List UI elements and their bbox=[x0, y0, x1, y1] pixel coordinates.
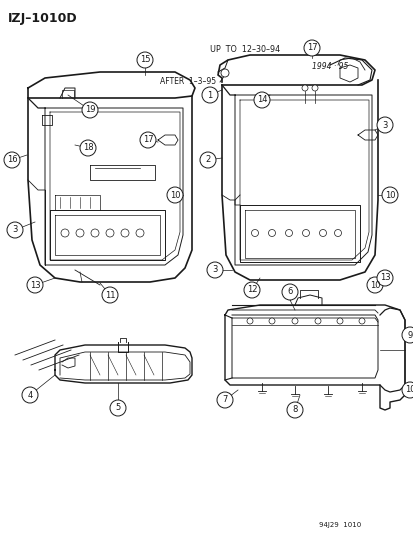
Circle shape bbox=[121, 229, 129, 237]
Circle shape bbox=[76, 229, 84, 237]
Circle shape bbox=[80, 140, 96, 156]
Circle shape bbox=[247, 318, 252, 324]
Circle shape bbox=[401, 327, 413, 343]
Text: 2: 2 bbox=[205, 156, 210, 165]
Circle shape bbox=[22, 387, 38, 403]
Circle shape bbox=[254, 92, 269, 108]
Text: 10: 10 bbox=[169, 190, 180, 199]
Text: UP  TO  12–30–94: UP TO 12–30–94 bbox=[209, 45, 279, 54]
Circle shape bbox=[334, 230, 341, 237]
Text: 4: 4 bbox=[27, 391, 33, 400]
Text: 15: 15 bbox=[140, 55, 150, 64]
Circle shape bbox=[61, 229, 69, 237]
Circle shape bbox=[311, 85, 317, 91]
Circle shape bbox=[102, 287, 118, 303]
Circle shape bbox=[221, 69, 228, 77]
Text: 6: 6 bbox=[287, 287, 292, 296]
Text: 94J29  1010: 94J29 1010 bbox=[318, 522, 360, 528]
Text: 10: 10 bbox=[384, 190, 394, 199]
Circle shape bbox=[202, 87, 218, 103]
Text: 1994 · 95: 1994 · 95 bbox=[311, 62, 347, 71]
Circle shape bbox=[110, 400, 126, 416]
Text: 13: 13 bbox=[379, 273, 389, 282]
Circle shape bbox=[251, 230, 258, 237]
Text: 16: 16 bbox=[7, 156, 17, 165]
Text: 3: 3 bbox=[381, 120, 387, 130]
Circle shape bbox=[301, 85, 307, 91]
Circle shape bbox=[243, 282, 259, 298]
Circle shape bbox=[206, 262, 223, 278]
Circle shape bbox=[166, 187, 183, 203]
Circle shape bbox=[285, 230, 292, 237]
Text: 3: 3 bbox=[212, 265, 217, 274]
Circle shape bbox=[302, 230, 309, 237]
Text: 17: 17 bbox=[306, 44, 316, 52]
Circle shape bbox=[286, 402, 302, 418]
Text: 5: 5 bbox=[115, 403, 120, 413]
Text: IZJ–1010D: IZJ–1010D bbox=[8, 12, 78, 25]
Circle shape bbox=[303, 40, 319, 56]
Text: 18: 18 bbox=[83, 143, 93, 152]
Text: AFTER  1–3–95: AFTER 1–3–95 bbox=[159, 77, 216, 86]
Text: 9: 9 bbox=[406, 330, 412, 340]
Circle shape bbox=[358, 318, 364, 324]
Text: 17: 17 bbox=[142, 135, 153, 144]
Circle shape bbox=[136, 229, 144, 237]
Circle shape bbox=[376, 270, 392, 286]
Circle shape bbox=[4, 152, 20, 168]
Circle shape bbox=[140, 132, 156, 148]
Circle shape bbox=[91, 229, 99, 237]
Text: 10: 10 bbox=[369, 280, 379, 289]
Circle shape bbox=[336, 318, 342, 324]
Circle shape bbox=[314, 318, 320, 324]
Circle shape bbox=[106, 229, 114, 237]
Text: 11: 11 bbox=[104, 290, 115, 300]
Circle shape bbox=[319, 230, 326, 237]
Text: 8: 8 bbox=[292, 406, 297, 415]
Circle shape bbox=[268, 230, 275, 237]
Text: 12: 12 bbox=[246, 286, 256, 295]
Circle shape bbox=[401, 382, 413, 398]
Text: 1: 1 bbox=[207, 91, 212, 100]
Circle shape bbox=[199, 152, 216, 168]
Circle shape bbox=[27, 277, 43, 293]
Text: 19: 19 bbox=[85, 106, 95, 115]
Circle shape bbox=[137, 52, 153, 68]
Text: 10: 10 bbox=[404, 385, 413, 394]
Circle shape bbox=[268, 318, 274, 324]
Circle shape bbox=[82, 102, 98, 118]
Circle shape bbox=[366, 277, 382, 293]
Circle shape bbox=[7, 222, 23, 238]
Text: 3: 3 bbox=[12, 225, 18, 235]
Text: 13: 13 bbox=[30, 280, 40, 289]
Circle shape bbox=[291, 318, 297, 324]
Text: 7: 7 bbox=[222, 395, 227, 405]
Circle shape bbox=[381, 187, 397, 203]
Circle shape bbox=[216, 392, 233, 408]
Text: 14: 14 bbox=[256, 95, 267, 104]
Circle shape bbox=[281, 284, 297, 300]
Circle shape bbox=[376, 117, 392, 133]
